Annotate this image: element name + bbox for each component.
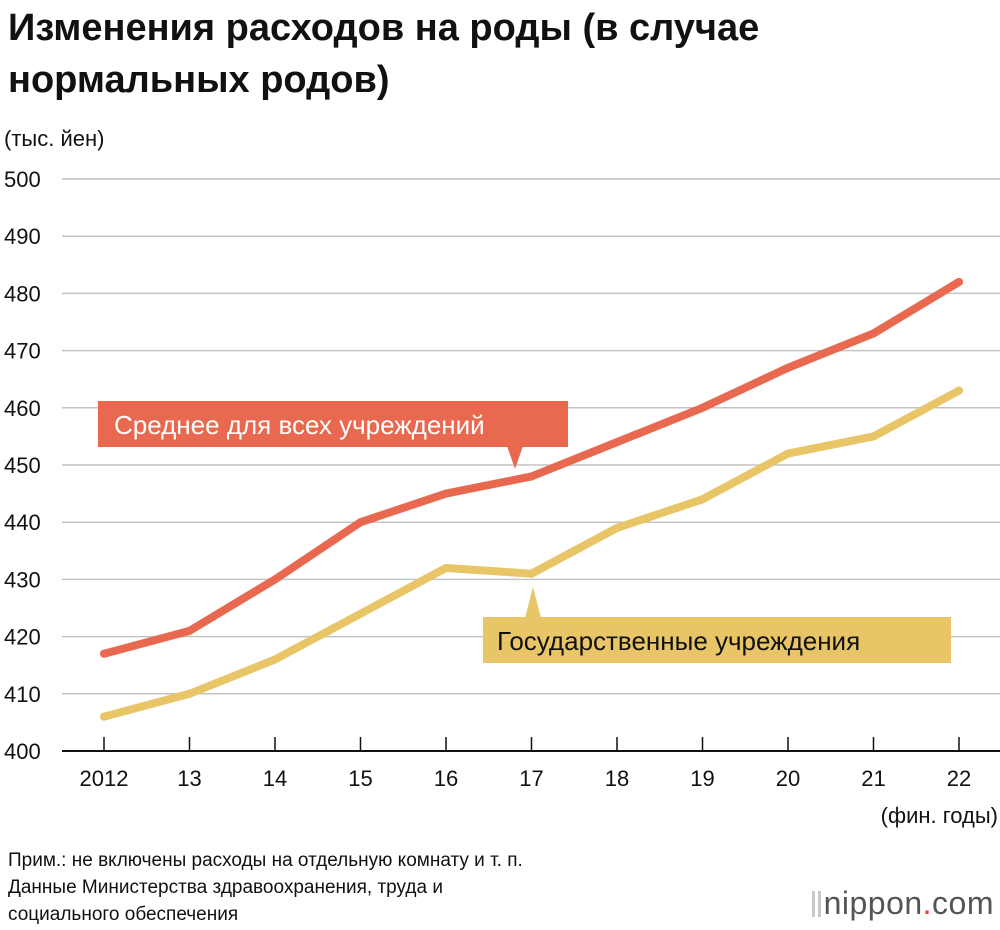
logo-stripe-1	[811, 891, 815, 917]
y-tick-label: 500	[4, 167, 41, 192]
y-tick-label: 440	[4, 510, 41, 535]
x-axis-unit-label: (фин. годы)	[881, 803, 998, 828]
logo-suffix: com	[932, 885, 994, 921]
data-point	[955, 386, 963, 395]
data-point	[100, 712, 108, 721]
data-point	[356, 609, 365, 618]
chart-title: Изменения расходов на роды (в случае нор…	[8, 7, 760, 101]
x-tick-label: 20	[776, 766, 800, 791]
y-tick-label: 450	[4, 453, 41, 478]
y-tick-label: 470	[4, 339, 41, 364]
series-label-public: Государственные учреждения	[497, 626, 860, 656]
y-tick-label: 480	[4, 281, 41, 306]
data-point	[527, 569, 536, 578]
series-label-average-box	[98, 401, 568, 447]
series-label-average: Среднее для всех учреждений	[114, 410, 485, 440]
footnotes: Прим.: не включены расходы на отдельную …	[8, 847, 523, 928]
series-label-public-pointer	[525, 587, 541, 618]
logo-stripe-2	[817, 891, 821, 917]
x-tick-label: 14	[263, 766, 287, 791]
data-point	[955, 277, 963, 286]
x-tick-label: 22	[947, 766, 971, 791]
data-point	[784, 363, 792, 372]
axis-layer: 400 410 420 430 440 450 460 470 480 490 500 2012 13 1…	[4, 167, 1000, 791]
data-point	[869, 432, 878, 441]
x-tick-label: 16	[434, 766, 458, 791]
data-point	[784, 449, 792, 458]
y-tick-label: 400	[4, 739, 41, 764]
data-point	[613, 523, 621, 532]
y-axis-unit-label: (тыс. йен)	[4, 126, 104, 151]
data-point	[869, 329, 878, 338]
y-tick-label: 420	[4, 625, 41, 650]
data-point	[527, 472, 536, 481]
x-tick-label: 19	[690, 766, 714, 791]
data-point	[613, 438, 621, 447]
data-point	[271, 655, 279, 664]
nippon-logo: nippon.com	[811, 885, 994, 921]
x-tick-label: 13	[177, 766, 201, 791]
data-point	[442, 489, 450, 498]
footnote-exclusion: Прим.: не включены расходы на отдельную …	[8, 850, 523, 871]
y-tick-label: 490	[4, 224, 41, 249]
data-point	[698, 403, 707, 412]
data-point	[185, 689, 194, 698]
logo-name: nippon	[823, 885, 923, 921]
x-tick-label: 15	[348, 766, 372, 791]
data-point	[442, 563, 450, 572]
data-point	[698, 495, 707, 504]
data-point	[185, 626, 194, 635]
y-tick-label: 410	[4, 682, 41, 707]
logo-dot: .	[922, 885, 933, 921]
series-label-average-pointer	[507, 446, 523, 469]
x-tick-label: 17	[519, 766, 543, 791]
x-tick-label: 21	[861, 766, 885, 791]
y-tick-label: 460	[4, 396, 41, 421]
callout-layer: Среднее для всех учреждений Государственн…	[98, 401, 951, 663]
data-point	[356, 518, 365, 527]
footnote-source-cont: социального обеспечения	[8, 904, 239, 925]
data-point	[100, 649, 108, 658]
footnote-source: Данные Министерства здравоохранения, тру…	[8, 877, 443, 898]
data-point	[271, 575, 279, 584]
x-tick-label: 18	[605, 766, 629, 791]
x-tick-label: 2012	[80, 766, 129, 791]
series-layer	[100, 277, 963, 721]
series-label-public-box	[483, 617, 951, 663]
y-tick-label: 430	[4, 567, 41, 592]
